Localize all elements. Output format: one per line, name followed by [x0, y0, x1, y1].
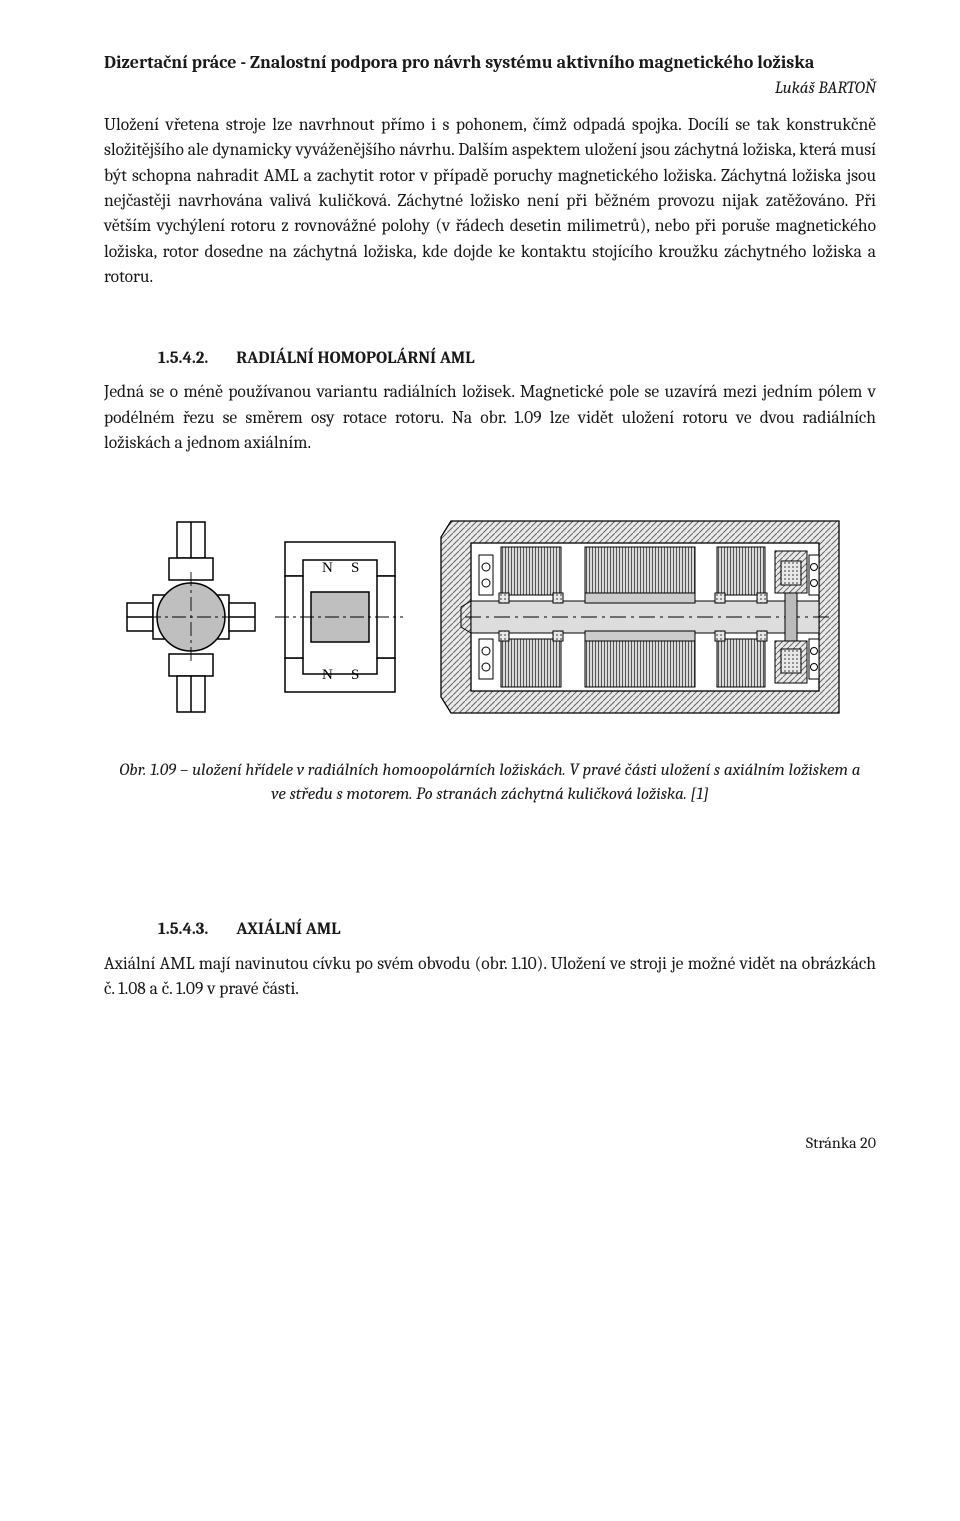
page-number: Stránka 20	[104, 1132, 876, 1154]
svg-text:S: S	[351, 667, 359, 683]
section-heading-radial: 1.5.4.2. RADIÁLNÍ HOMOPOLÁRNÍ AML	[104, 347, 876, 371]
section-number: 1.5.4.2.	[158, 347, 208, 371]
figure-1-09: N S N S	[104, 497, 876, 737]
paragraph-intro: Uložení vřetena stroje lze navrhnout pří…	[104, 113, 876, 291]
svg-text:S: S	[351, 560, 359, 576]
paragraph-radial: Jedná se o méně používanou variantu radi…	[104, 380, 876, 456]
figure-caption: Obr. 1.09 – uložení hřídele v radiálních…	[114, 759, 866, 808]
svg-text:N: N	[322, 560, 333, 576]
section-title: RADIÁLNÍ HOMOPOLÁRNÍ AML	[236, 349, 474, 368]
section-heading-axial: 1.5.4.3. AXIÁLNÍ AML	[104, 918, 876, 942]
section-number: 1.5.4.3.	[158, 918, 208, 942]
paragraph-axial: Axiální AML mají navinutou cívku po svém…	[104, 952, 876, 1003]
section-title: AXIÁLNÍ AML	[236, 920, 340, 939]
svg-text:N: N	[322, 667, 333, 683]
figure-right-assembly-icon	[435, 497, 855, 737]
author-name: Lukáš BARTOŇ	[104, 77, 876, 101]
thesis-title: Dizertační práce - Znalostní podpora pro…	[104, 50, 876, 75]
figure-left-schematic-icon: N S N S	[125, 502, 405, 732]
